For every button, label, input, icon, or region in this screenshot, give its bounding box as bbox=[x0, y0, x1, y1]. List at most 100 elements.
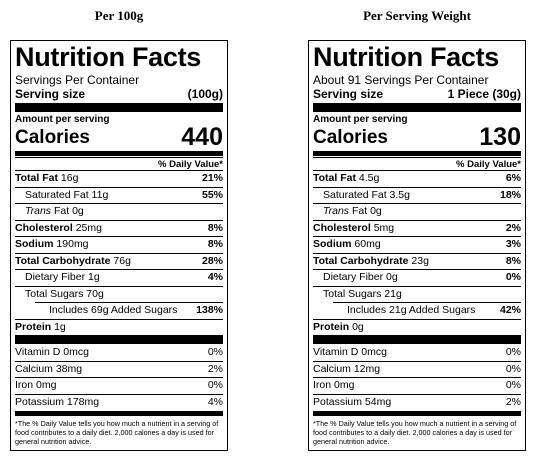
vitamin-row-calcium: Calcium 12mg 0% bbox=[313, 360, 521, 378]
vitamin-row-calcium: Calcium 38mg 2% bbox=[15, 360, 223, 378]
vitamin-row-vitamin-d: Vitamin D 0mcg 0% bbox=[15, 345, 223, 361]
nutrient-daily-value: 28% bbox=[201, 254, 223, 267]
nutrient-daily-value: 18% bbox=[499, 188, 521, 201]
nutrient-row-cholesterol: Cholesterol 25mg 8% bbox=[15, 219, 223, 237]
panel-heading: Per 100g bbox=[94, 8, 144, 23]
nutrition-facts-label: Nutrition Facts About 91 Servings Per Co… bbox=[308, 40, 526, 451]
serving-size-value: (100g) bbox=[187, 87, 223, 101]
vitamin-row-iron: Iron 0mg 0% bbox=[15, 377, 223, 394]
vitamin-daily-value: 0% bbox=[505, 346, 521, 358]
daily-value-header: % Daily Value* bbox=[313, 157, 521, 170]
vitamin-label: Calcium 38mg bbox=[15, 362, 83, 375]
nutrient-row-added-sugars: Includes 69g Added Sugars 138% bbox=[15, 302, 223, 319]
nutrient-label: Protein bbox=[313, 320, 350, 333]
serving-size-row: Serving size (100g) bbox=[15, 87, 223, 101]
nutrient-daily-value: 21% bbox=[201, 172, 223, 184]
nutrient-label: Total Fat bbox=[313, 172, 356, 184]
vitamin-label: Vitamin D 0mcg bbox=[15, 346, 89, 358]
calories-value: 440 bbox=[181, 123, 223, 151]
nutrient-daily-value: 8% bbox=[207, 221, 223, 234]
medium-divider bbox=[15, 151, 223, 156]
nutrient-row-added-sugars: Includes 21g Added Sugars 42% bbox=[313, 302, 521, 319]
nutrition-facts-label: Nutrition Facts Servings Per Container S… bbox=[10, 40, 228, 451]
vitamin-label: Iron 0mg bbox=[15, 379, 57, 391]
calories-row: Calories 130 bbox=[313, 123, 521, 151]
vitamin-row-iron: Iron 0mg 0% bbox=[313, 377, 521, 394]
nutrient-daily-value: 4% bbox=[207, 271, 223, 283]
nutrient-label: Trans bbox=[25, 205, 52, 217]
nutrient-amount: 190mg bbox=[56, 238, 89, 250]
servings-per-container: About 91 Servings Per Container bbox=[313, 73, 489, 87]
nutrient-daily-value: 42% bbox=[499, 304, 521, 316]
nutrient-label: Saturated Fat 11g bbox=[25, 188, 109, 201]
nutrient-amount: 25mg bbox=[75, 221, 102, 234]
vitamin-label: Iron 0mg bbox=[313, 379, 355, 391]
nutrient-label: Total Fat bbox=[15, 172, 58, 184]
amount-per-serving: Amount per serving bbox=[15, 114, 110, 125]
nutrient-row-total-sugars: Total Sugars 21g bbox=[313, 285, 521, 303]
vitamin-daily-value: 0% bbox=[207, 346, 223, 358]
nutrient-label: Saturated Fat 3.5g bbox=[323, 188, 410, 201]
nutrient-daily-value: 138% bbox=[196, 304, 223, 316]
vitamin-daily-value: 2% bbox=[505, 395, 521, 408]
nutrient-row-protein: Protein 0g bbox=[313, 318, 521, 336]
nutrient-row-dietary-fiber: Dietary Fiber 1g 4% bbox=[15, 269, 223, 286]
label-title: Nutrition Facts bbox=[15, 42, 202, 72]
vitamin-daily-value: 4% bbox=[207, 395, 223, 408]
calories-label: Calories bbox=[15, 127, 90, 148]
thick-divider bbox=[15, 335, 223, 344]
medium-divider bbox=[313, 151, 521, 156]
nutrient-label: Sodium bbox=[313, 238, 352, 250]
vitamin-daily-value: 0% bbox=[505, 379, 521, 391]
nutrient-amount: 0g bbox=[352, 320, 364, 333]
serving-size-row: Serving size 1 Piece (30g) bbox=[313, 87, 521, 101]
nutrient-label: Cholesterol bbox=[15, 221, 73, 234]
nutrient-label: Total Carbohydrate bbox=[15, 254, 111, 267]
amount-per-serving: Amount per serving bbox=[313, 114, 408, 125]
vitamin-row-potassium: Potassium 54mg 2% bbox=[313, 393, 521, 411]
nutrient-amount: 23g bbox=[411, 254, 429, 267]
vitamin-daily-value: 0% bbox=[505, 362, 521, 375]
nutrient-label: Includes 69g Added Sugars bbox=[49, 304, 178, 316]
vitamin-label: Potassium 178mg bbox=[15, 395, 100, 408]
nutrient-label: Protein bbox=[15, 320, 52, 333]
daily-value-header: % Daily Value* bbox=[15, 157, 223, 170]
vitamin-row-potassium: Potassium 178mg 4% bbox=[15, 393, 223, 411]
nutrient-row-protein: Protein 1g bbox=[15, 318, 223, 336]
nutrient-amount: 76g bbox=[113, 254, 131, 267]
nutrient-amount: Fat 0g bbox=[53, 205, 84, 217]
nutrient-daily-value: 0% bbox=[505, 271, 521, 283]
nutrient-row-total-sugars: Total Sugars 70g bbox=[15, 285, 223, 303]
servings-per-container: Servings Per Container bbox=[15, 73, 140, 87]
vitamin-daily-value: 0% bbox=[207, 379, 223, 391]
nutrient-amount: 16g bbox=[60, 172, 79, 184]
panel-heading: Per Serving Weight bbox=[363, 8, 471, 23]
nutrient-amount: 4.5g bbox=[358, 172, 380, 184]
thick-divider bbox=[15, 103, 223, 112]
nutrient-amount: 60mg bbox=[354, 238, 381, 250]
calories-label: Calories bbox=[313, 127, 388, 148]
nutrient-daily-value: 8% bbox=[207, 238, 223, 250]
nutrient-label: Dietary Fiber 0g bbox=[323, 271, 398, 283]
vitamin-row-vitamin-d: Vitamin D 0mcg 0% bbox=[313, 345, 521, 361]
serving-size-label: Serving size bbox=[15, 87, 86, 101]
footnote: *The % Daily Value tells you how much a … bbox=[15, 411, 223, 446]
nutrient-label: Cholesterol bbox=[313, 221, 371, 234]
nutrient-row-total-fat: Total Fat 16g 21% bbox=[15, 170, 223, 187]
nutrient-label: Total Sugars 21g bbox=[323, 287, 402, 300]
thick-divider bbox=[313, 103, 521, 112]
nutrient-daily-value: 8% bbox=[505, 254, 521, 267]
calories-value: 130 bbox=[479, 123, 521, 151]
vitamin-label: Calcium 12mg bbox=[313, 362, 381, 375]
nutrient-row-trans-fat: Trans Fat 0g bbox=[313, 203, 521, 220]
nutrient-row-dietary-fiber: Dietary Fiber 0g 0% bbox=[313, 269, 521, 286]
thick-divider bbox=[313, 335, 521, 344]
nutrient-daily-value: 3% bbox=[505, 238, 521, 250]
nutrient-row-total-carbohydrate: Total Carbohydrate 76g 28% bbox=[15, 252, 223, 270]
nutrient-row-sodium: Sodium 190mg 8% bbox=[15, 236, 223, 253]
nutrient-row-total-carbohydrate: Total Carbohydrate 23g 8% bbox=[313, 252, 521, 270]
nutrient-amount: 5mg bbox=[373, 221, 395, 234]
nutrient-daily-value: 55% bbox=[201, 188, 223, 201]
vitamin-label: Vitamin D 0mcg bbox=[313, 346, 387, 358]
nutrient-row-cholesterol: Cholesterol 5mg 2% bbox=[313, 219, 521, 237]
